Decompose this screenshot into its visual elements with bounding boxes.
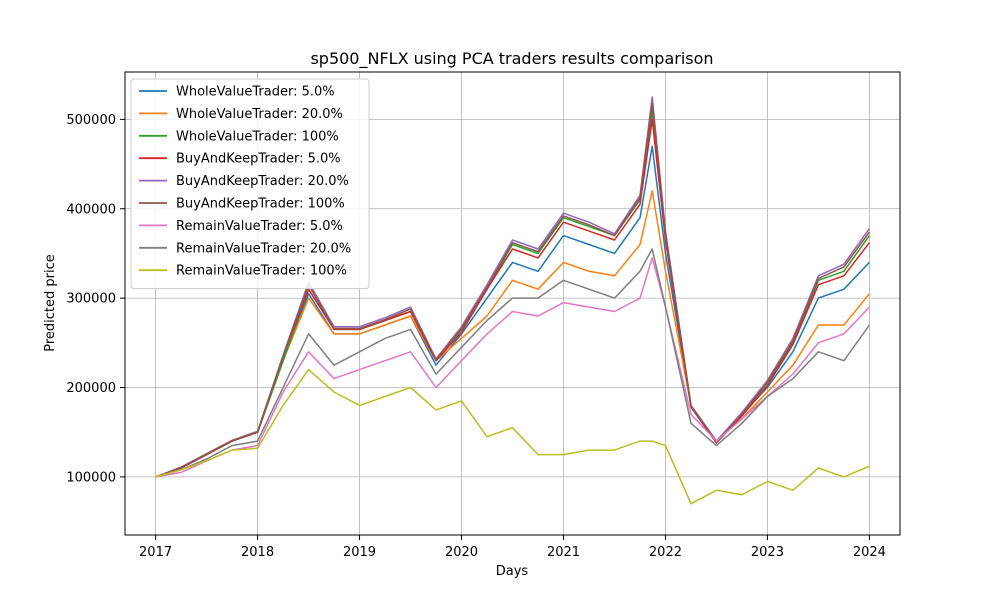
legend-entry: RemainValueTrader: 100% [176,264,347,279]
y-tick-label: 500000 [66,113,116,128]
x-tick-label: 2022 [649,545,682,560]
x-tick-label: 2018 [241,545,274,560]
x-axis: 2017 2018 2019 2020 2021 2022 2023 2024 [139,535,886,560]
x-tick-label: 2024 [853,545,886,560]
y-tick-label: 200000 [66,381,116,396]
x-axis-label: Days [496,564,529,579]
legend-entry: RemainValueTrader: 20.0% [176,241,351,256]
x-tick-label: 2019 [343,545,376,560]
y-tick-label: 100000 [66,470,116,485]
y-tick-label: 300000 [66,292,116,307]
series-line-6 [155,257,870,478]
series-line-5 [155,102,871,478]
legend-entry: BuyAndKeepTrader: 20.0% [176,174,349,189]
legend-entry: RemainValueTrader: 5.0% [176,219,343,234]
legend-entry: WholeValueTrader: 20.0% [176,107,343,122]
legend-box [130,78,370,290]
x-tick-label: 2023 [751,545,784,560]
legend-entry: WholeValueTrader: 100% [176,129,339,144]
x-tick-label: 2021 [547,545,580,560]
chart-title: sp500_NFLX using PCA traders results com… [310,49,713,69]
legend-entry: BuyAndKeepTrader: 100% [176,197,345,212]
legend: WholeValueTrader: 5.0% WholeValueTrader: … [130,78,370,290]
series-line-8 [155,368,870,505]
y-tick-label: 400000 [66,202,116,217]
x-tick-label: 2017 [139,545,172,560]
series-line-7 [155,248,871,478]
y-axis-label: Predicted price [43,254,58,352]
y-axis: 100000 200000 300000 400000 500000 [66,113,125,485]
legend-entry: BuyAndKeepTrader: 5.0% [176,152,341,167]
plot-frame [124,71,901,536]
series-layer [155,96,871,505]
legend-entry: WholeValueTrader: 5.0% [176,85,335,100]
x-tick-label: 2020 [445,545,478,560]
